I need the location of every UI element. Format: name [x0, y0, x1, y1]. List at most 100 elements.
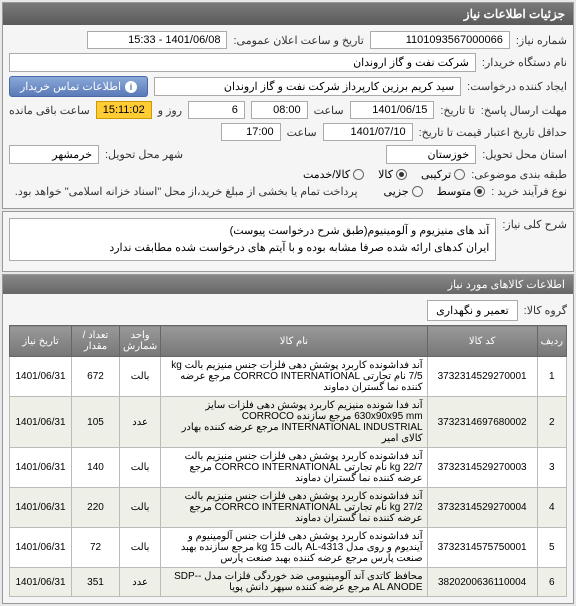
cell-idx: 4 [537, 488, 566, 528]
desc-line1: آند های منیزیوم و آلومینیوم(طبق شرح درخو… [16, 223, 489, 240]
cell-code: 3732314529270004 [427, 488, 537, 528]
deadline-time-label: ساعت [314, 104, 344, 117]
validity-date: 1401/07/10 [323, 123, 413, 141]
table-row[interactable]: 13732314529270001آند فداشونده کاربرد پوش… [10, 357, 567, 397]
subject-class-label: طبقه بندی موضوعی: [471, 168, 567, 181]
process-option-1[interactable]: جزیی [384, 185, 423, 198]
cell-unit: عدد [120, 568, 161, 597]
cell-idx: 2 [537, 397, 566, 448]
items-table: ردیف کد کالا نام کالا واحد شمارش تعداد /… [9, 325, 567, 597]
radio-icon [353, 169, 364, 180]
announce-label: تاریخ و ساعت اعلان عمومی: [233, 34, 363, 47]
info-icon: i [125, 81, 137, 93]
cell-unit: بالت [120, 357, 161, 397]
cell-code: 3732314575750001 [427, 528, 537, 568]
cell-date: 1401/06/31 [10, 397, 72, 448]
cell-name: آند فدا شونده منیزیم کاربرد پوشش دهی فلز… [161, 397, 427, 448]
table-row[interactable]: 53732314575750001آند فداشونده کاربرد پوش… [10, 528, 567, 568]
deadline-time: 08:00 [251, 101, 308, 119]
countdown-suffix: ساعت باقی مانده [9, 104, 90, 117]
items-panel: اطلاعات کالاهای مورد نیاز گروه کالا: تعم… [2, 274, 574, 604]
validity-time: 17:00 [221, 123, 281, 141]
table-row[interactable]: 63820200636110004محافظ کاتدی آند آلومینی… [10, 568, 567, 597]
cell-qty: 220 [72, 488, 120, 528]
items-header: اطلاعات کالاهای مورد نیاز [3, 275, 573, 294]
requester-label: ایجاد کننده درخواست: [467, 80, 567, 93]
cell-date: 1401/06/31 [10, 528, 72, 568]
cell-date: 1401/06/31 [10, 357, 72, 397]
deadline-to: تا تاریخ: [440, 104, 474, 117]
desc-panel: شرح کلی نیاز: آند های منیزیوم و آلومینیو… [2, 211, 574, 272]
validity-time-label: ساعت [287, 126, 317, 139]
radio-icon [474, 186, 485, 197]
cell-idx: 6 [537, 568, 566, 597]
cell-qty: 351 [72, 568, 120, 597]
cell-name: محافظ کاتدی آند آلومینیومی ضد خوردگی فلز… [161, 568, 427, 597]
process-radio-group: متوسط جزیی [384, 185, 486, 198]
cell-code: 3732314697680002 [427, 397, 537, 448]
radio-icon [396, 169, 407, 180]
cell-date: 1401/06/31 [10, 568, 72, 597]
desc-line2: ایران کدهای ارائه شده صرفا مشابه بوده و … [16, 240, 489, 257]
items-title: اطلاعات کالاهای مورد نیاز [448, 278, 565, 291]
cell-code: 3820200636110004 [427, 568, 537, 597]
cell-name: آند فداشونده کاربرد پوشش دهی فلزات جنس آ… [161, 528, 427, 568]
days-count: 6 [188, 101, 245, 119]
cell-unit: بالت [120, 528, 161, 568]
deadline-date: 1401/06/15 [350, 101, 435, 119]
col-qty: تعداد / مقدار [72, 326, 120, 357]
province-value: خوزستان [386, 145, 476, 164]
cell-date: 1401/06/31 [10, 448, 72, 488]
desc-box: آند های منیزیوم و آلومینیوم(طبق شرح درخو… [9, 218, 496, 261]
cell-unit: عدد [120, 397, 161, 448]
cell-unit: بالت [120, 488, 161, 528]
col-idx: ردیف [537, 326, 566, 357]
cell-date: 1401/06/31 [10, 488, 72, 528]
city-label: شهر محل تحویل: [105, 148, 183, 161]
deadline-label: مهلت ارسال پاسخ: [481, 104, 567, 117]
cell-name: آند فداشونده کاربرد پوشش دهی فلزات جنس م… [161, 357, 427, 397]
cell-name: آند فداشونده کاربرد پوشش دهی فلزات جنس م… [161, 488, 427, 528]
cell-unit: بالت [120, 448, 161, 488]
process-option-0[interactable]: متوسط [437, 185, 486, 198]
col-name: نام کالا [161, 326, 427, 357]
cell-name: آند فداشونده کاربرد پوشش دهی فلزات جنس م… [161, 448, 427, 488]
cell-idx: 1 [537, 357, 566, 397]
desc-label: شرح کلی نیاز: [502, 218, 567, 231]
requester-value: سید کریم برزین کارپرداز شرکت نفت و گاز ا… [154, 77, 461, 96]
validity-label: حداقل تاریخ اعتبار قیمت تا تاریخ: [419, 126, 567, 139]
col-date: تاریخ نیاز [10, 326, 72, 357]
subject-option-2[interactable]: کالا/خدمت [303, 168, 364, 181]
cell-code: 3732314529270003 [427, 448, 537, 488]
announce-value: 1401/06/08 - 15:33 [87, 31, 227, 49]
cell-qty: 72 [72, 528, 120, 568]
cell-qty: 672 [72, 357, 120, 397]
cell-idx: 3 [537, 448, 566, 488]
need-no: 1101093567000066 [370, 31, 510, 49]
subject-option-1[interactable]: کالا [378, 168, 407, 181]
province-label: استان محل تحویل: [482, 148, 567, 161]
pay-note: پرداخت تمام یا بخشی از مبلغ خرید،از محل … [15, 185, 358, 198]
cell-qty: 140 [72, 448, 120, 488]
contact-btn-label: اطلاعات تماس خریدار [20, 80, 121, 93]
buyer-value: شرکت نفت و گاز اروندان [9, 53, 476, 72]
col-code: کد کالا [427, 326, 537, 357]
contact-buyer-button[interactable]: i اطلاعات تماس خریدار [9, 76, 148, 97]
group-value: تعمیر و نگهداری [427, 300, 518, 321]
cell-idx: 5 [537, 528, 566, 568]
col-unit: واحد شمارش [120, 326, 161, 357]
table-row[interactable]: 23732314697680002آند فدا شونده منیزیم کا… [10, 397, 567, 448]
city-value: خرمشهر [9, 145, 99, 164]
subject-radio-group: ترکیبی کالا کالا/خدمت [303, 168, 465, 181]
buyer-label: نام دستگاه خریدار: [482, 56, 567, 69]
table-row[interactable]: 43732314529270004آند فداشونده کاربرد پوش… [10, 488, 567, 528]
countdown-timer: 15:11:02 [96, 101, 152, 119]
subject-option-0[interactable]: ترکیبی [421, 168, 465, 181]
days-unit: روز و [158, 104, 182, 117]
need-details-panel: جزئیات اطلاعات نیاز شماره نیاز: 11010935… [2, 2, 574, 209]
table-row[interactable]: 33732314529270003آند فداشونده کاربرد پوش… [10, 448, 567, 488]
need-no-label: شماره نیاز: [516, 34, 567, 47]
panel1-header: جزئیات اطلاعات نیاز [3, 3, 573, 25]
radio-icon [454, 169, 465, 180]
cell-qty: 105 [72, 397, 120, 448]
